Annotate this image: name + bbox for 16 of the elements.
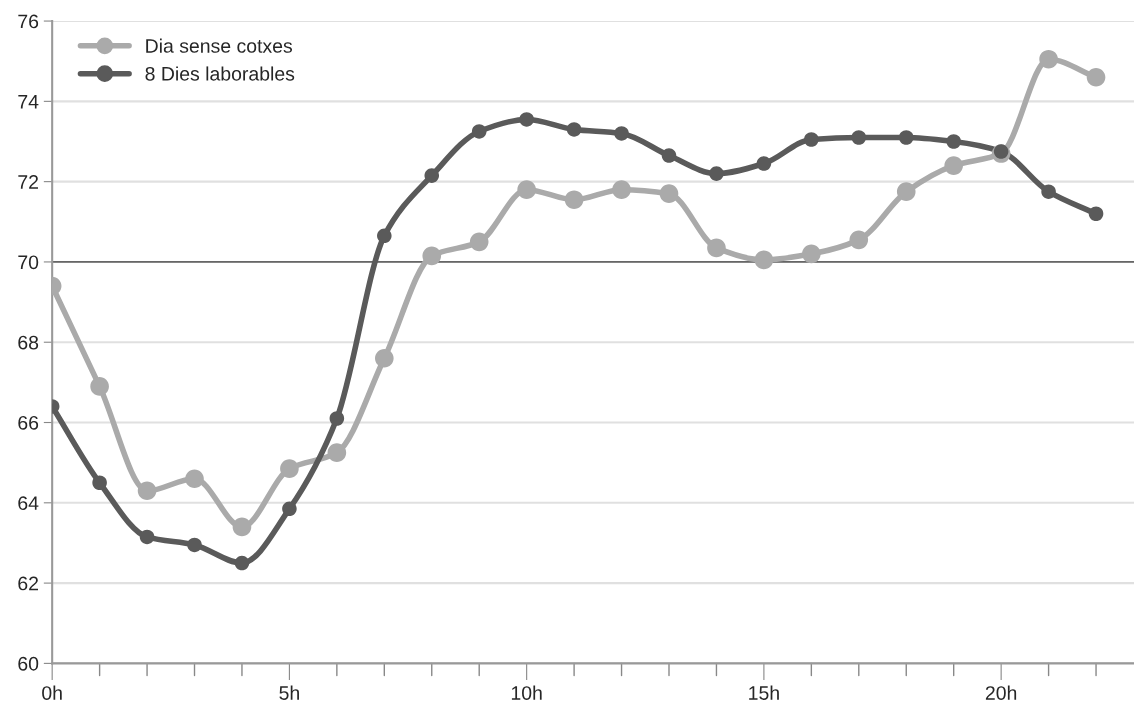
y-tick-label: 76 [18, 14, 39, 29]
x-tick-label: 10h [511, 685, 542, 700]
y-tick-label: 60 [18, 656, 39, 671]
y-tick-label: 68 [18, 335, 39, 350]
y-tick-label: 70 [18, 255, 39, 270]
x-tick-label: 5h [279, 685, 299, 700]
y-tick-label: 62 [18, 576, 38, 591]
x-tick-label: 0h [42, 685, 62, 700]
y-tick-label: 66 [18, 415, 39, 430]
legend-label: 8 Dies laborables [145, 66, 295, 81]
y-tick-label: 72 [18, 175, 38, 189]
y-tick-label: 74 [18, 95, 39, 109]
legend-label: Dia sense cotxes [146, 38, 293, 53]
x-tick-label: 15h [749, 685, 779, 700]
x-tick-label: 20h [985, 685, 1017, 700]
y-tick-label: 64 [18, 496, 39, 511]
